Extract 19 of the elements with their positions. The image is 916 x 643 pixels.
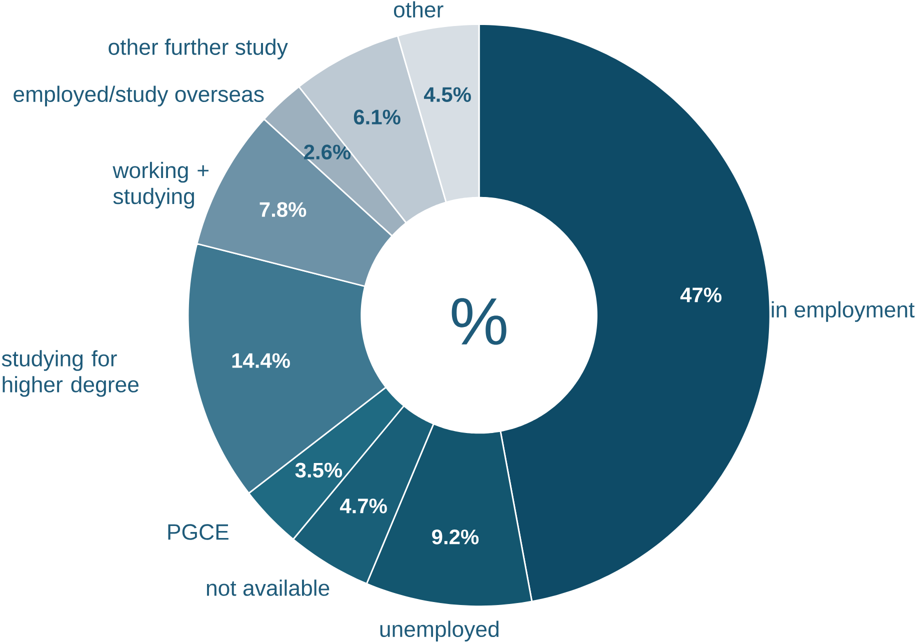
data-label: 7.8%	[260, 202, 306, 218]
slice-label: in employment	[772, 301, 915, 322]
slice-label: employed/study overseas	[14, 86, 264, 107]
data-label: 14.4%	[232, 353, 290, 368]
slice-label: unemployed	[380, 620, 498, 642]
data-label: 9.2%	[432, 530, 479, 545]
data-label: 6.1%	[354, 110, 400, 125]
data-label: 47%	[680, 288, 722, 302]
slice-label: not available	[206, 580, 330, 596]
slice-label: other further study	[108, 38, 288, 60]
data-label: 4.7%	[340, 498, 387, 514]
slice-label: other	[394, 1, 444, 18]
slice-label: studying for higher degree	[2, 350, 139, 397]
data-label: 4.5%	[424, 87, 471, 102]
slice-label: working + studying	[112, 162, 208, 209]
slice-label: PGCE	[168, 524, 228, 540]
data-label: 2.6%	[304, 144, 351, 160]
data-label: 3.5%	[295, 462, 342, 478]
text: %	[452, 298, 506, 345]
